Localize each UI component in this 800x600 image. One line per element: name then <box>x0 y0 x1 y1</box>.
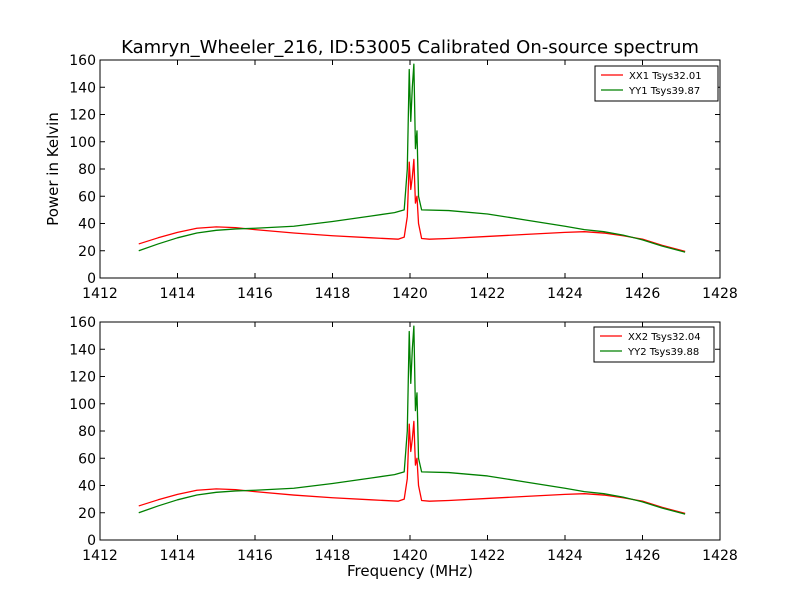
x-tick-label: 1428 <box>702 286 738 302</box>
x-tick-label: 1416 <box>237 548 273 564</box>
y-tick-label: 0 <box>87 533 96 549</box>
legend: XX1 Tsys32.01 YY1 Tsys39.87 <box>594 65 719 102</box>
x-tick-label: 1422 <box>470 286 506 302</box>
series-line-xx <box>138 420 686 515</box>
series-line-yy <box>138 325 686 515</box>
legend-box <box>594 65 719 102</box>
x-tick-label: 1422 <box>470 548 506 564</box>
legend-box <box>593 326 715 363</box>
x-tick-label: 1420 <box>392 548 428 564</box>
y-tick-label: 20 <box>78 506 96 522</box>
x-tick-label: 1428 <box>702 548 738 564</box>
series-line-yy <box>138 63 686 253</box>
y-tick-label: 140 <box>69 342 96 358</box>
y-tick-label: 0 <box>87 271 96 287</box>
y-tick-label: 80 <box>78 162 96 178</box>
x-tick-label: 1418 <box>315 286 351 302</box>
bottom-panel: 1412 1414 1416 1418 1420 1422 1424 1426 1428 0 20 4… <box>69 315 738 564</box>
y-tick-label: 120 <box>69 370 96 386</box>
y-tick-label: 160 <box>69 53 96 69</box>
y-tick-label: 140 <box>69 80 96 96</box>
y-tick-label: 120 <box>69 108 96 124</box>
legend: XX2 Tsys32.04 YY2 Tsys39.88 <box>593 326 715 363</box>
chart-title: Kamryn_Wheeler_216, ID:53005 Calibrated … <box>121 37 699 58</box>
x-tick-label: 1414 <box>160 548 196 564</box>
x-tick-label: 1424 <box>547 548 583 564</box>
x-tick-label: 1412 <box>82 548 118 564</box>
y-tick-label: 100 <box>69 397 96 413</box>
legend-entry-label: YY2 Tsys39.88 <box>627 347 699 358</box>
legend-entry-label: XX1 Tsys32.01 <box>629 71 702 82</box>
x-tick-label: 1420 <box>392 286 428 302</box>
y-tick-label: 80 <box>78 424 96 440</box>
legend-entry-label: XX2 Tsys32.04 <box>628 332 701 343</box>
x-tick-label: 1416 <box>237 286 273 302</box>
top-panel: 1412 1414 1416 1418 1420 1422 1424 1426 1428 0 20 4… <box>69 53 738 302</box>
x-tick-label: 1426 <box>625 548 661 564</box>
x-tick-label: 1426 <box>625 286 661 302</box>
x-tick-label: 1424 <box>547 286 583 302</box>
x-axis-label: Frequency (MHz) <box>347 562 473 580</box>
x-tick-label: 1412 <box>82 286 118 302</box>
legend-entry-label: YY1 Tsys39.87 <box>628 86 700 97</box>
y-tick-label: 60 <box>78 451 96 467</box>
y-tick-label: 40 <box>78 479 96 495</box>
y-tick-label: 60 <box>78 189 96 205</box>
y-tick-label: 160 <box>69 315 96 331</box>
y-tick-label: 20 <box>78 244 96 260</box>
y-tick-label: 100 <box>69 135 96 151</box>
series-line-xx <box>138 158 686 253</box>
y-tick-label: 40 <box>78 217 96 233</box>
x-tick-label: 1418 <box>315 548 351 564</box>
x-tick-label: 1414 <box>160 286 196 302</box>
y-axis-label-top: Power in Kelvin <box>44 112 62 226</box>
